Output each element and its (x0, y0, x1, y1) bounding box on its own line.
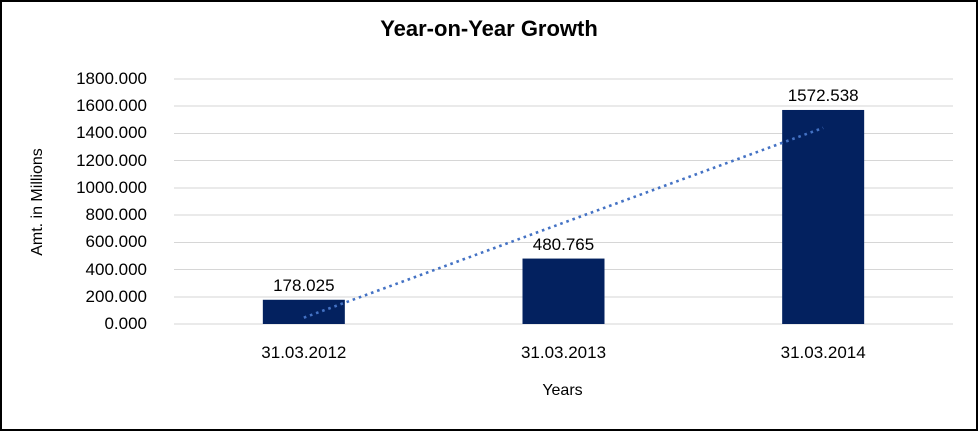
y-tick-label: 1600.000 (76, 96, 147, 116)
y-tick-label: 800.000 (85, 205, 147, 225)
y-tick-label: 1000.000 (76, 177, 147, 197)
x-axis-title: Years (542, 382, 583, 399)
trendline (303, 126, 824, 319)
bar (262, 299, 345, 324)
bar-series (262, 109, 865, 324)
bar (522, 258, 605, 324)
bar (782, 109, 865, 324)
y-tick-label: 1200.000 (76, 150, 147, 170)
x-tick-label: 31.03.2014 (780, 343, 866, 362)
trendline-path (303, 126, 824, 319)
data-label: 178.025 (273, 275, 335, 295)
x-tick-label: 31.03.2012 (261, 343, 347, 362)
gridlines (174, 78, 953, 325)
chart-title: Year-on-Year Growth (380, 16, 598, 41)
data-label: 1572.538 (787, 85, 859, 105)
x-tick-label: 31.03.2013 (520, 343, 607, 362)
y-tick-label: 400.000 (85, 259, 147, 279)
y-tick-label: 600.000 (85, 232, 147, 252)
y-tick-label: 0.000 (104, 314, 147, 333)
y-tick-label: 1800.000 (76, 69, 147, 88)
y-tick-label: 1400.000 (76, 123, 147, 143)
y-tick-label: 200.000 (85, 286, 147, 306)
data-label: 480.765 (532, 234, 595, 254)
